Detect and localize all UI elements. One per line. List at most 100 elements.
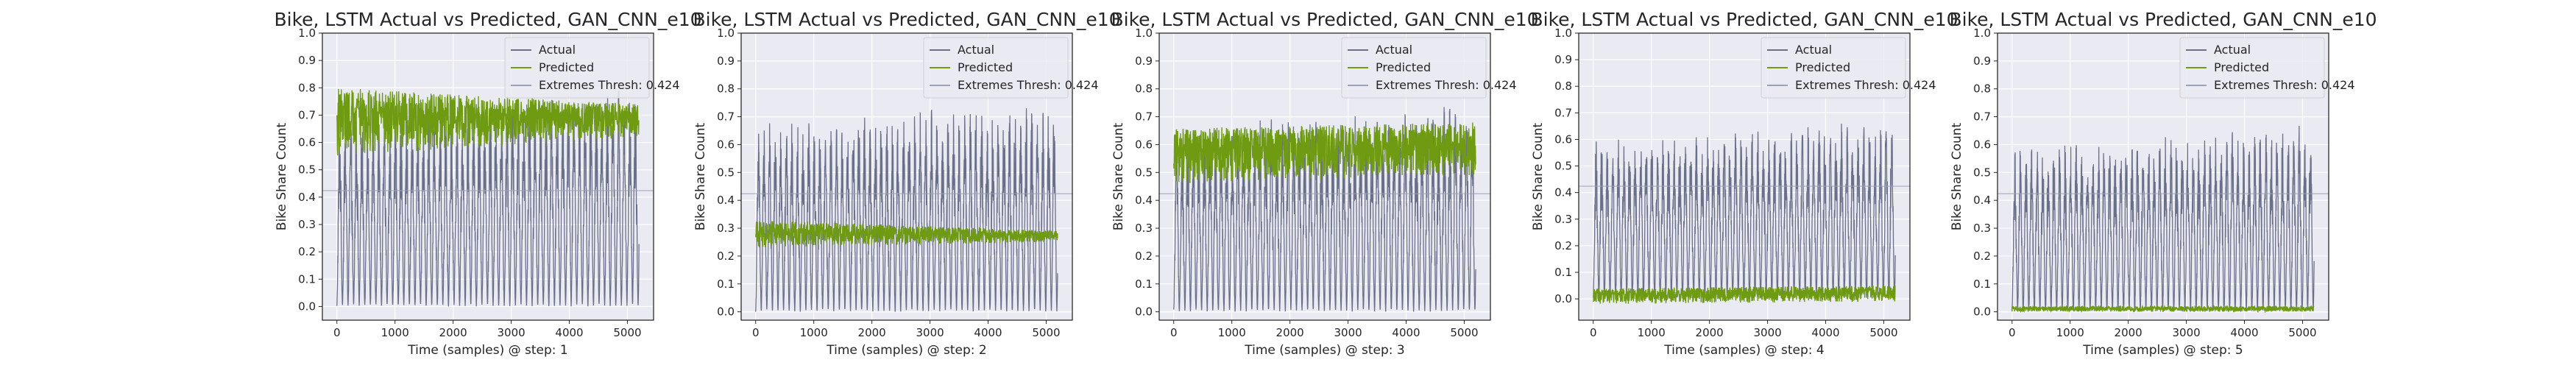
legend-label: Extremes Thresh: 0.424 (2214, 78, 2355, 92)
y-tick-label: 0.3 (1973, 222, 1991, 235)
x-tick-label: 5000 (1450, 326, 1478, 339)
y-tick-label: 0.4 (1554, 186, 1572, 199)
x-axis-label: Time (samples) @ step: 2 (826, 343, 986, 358)
y-tick-label: 0.1 (1973, 277, 1991, 291)
y-tick-label: 0.0 (1554, 292, 1572, 305)
chart-title: Bike, LSTM Actual vs Predicted, GAN_CNN_… (274, 9, 701, 30)
y-tick-label: 0.6 (1554, 132, 1572, 146)
y-tick-label: 0.2 (1973, 250, 1991, 263)
x-tick-label: 5000 (1032, 326, 1060, 339)
axes-frame (322, 32, 654, 321)
y-tick-label: 0.3 (298, 218, 316, 231)
subplot-4: 0.0 0.1 0.2 0.3 0.4 0.5 0.6 0.7 0.8 0.9 1.0 0 1000 20… (1530, 9, 1958, 358)
y-tick-label: 1.0 (1973, 26, 1991, 40)
y-tick-label: 0.9 (1554, 53, 1572, 66)
x-tick-label: 1000 (800, 326, 828, 339)
series-predicted-line (1593, 284, 1896, 304)
x-axis-label: Time (samples) @ step: 5 (2082, 343, 2243, 358)
legend-box (2179, 37, 2325, 99)
y-tick-label: 0.3 (1135, 222, 1153, 235)
legend-label: Actual (1376, 43, 1412, 57)
y-tick-label: 0.9 (1135, 54, 1153, 68)
x-tick-label: 2000 (858, 326, 886, 339)
x-tick-label: 1000 (1218, 326, 1246, 339)
legend-label: Actual (539, 43, 576, 57)
chart-title: Bike, LSTM Actual vs Predicted, GAN_CNN_… (1530, 9, 1958, 30)
x-tick-label: 5000 (613, 326, 641, 339)
legend-box (504, 37, 650, 99)
y-tick-label: 0.5 (1973, 166, 1991, 179)
y-tick-label: 0.4 (298, 191, 316, 204)
y-tick-label: 0.2 (1554, 239, 1572, 252)
x-tick-label: 3000 (2172, 326, 2200, 339)
legend-label: Extremes Thresh: 0.424 (958, 78, 1099, 92)
legend-label: Extremes Thresh: 0.424 (1795, 78, 1936, 92)
legend-label: Predicted (958, 60, 1013, 74)
y-tick-label: 0.5 (298, 163, 316, 177)
y-tick-label: 0.0 (1973, 305, 1991, 319)
x-tick-label: 0 (2009, 326, 2016, 339)
x-axis-label: Time (samples) @ step: 4 (1663, 343, 1824, 358)
y-axis-label: Bike Share Count (693, 122, 708, 230)
y-tick-label: 0.6 (298, 136, 316, 149)
x-tick-label: 0 (1170, 326, 1178, 339)
y-axis-label: Bike Share Count (1950, 122, 1964, 230)
series-predicted-line (1173, 122, 1476, 183)
y-tick-label: 0.8 (1973, 82, 1991, 96)
x-tick-label: 4000 (2230, 326, 2258, 339)
x-tick-label: 1000 (381, 326, 409, 339)
x-tick-label: 3000 (1334, 326, 1362, 339)
legend: Actual Predicted Extremes Thresh: 0.424 (2179, 37, 2355, 99)
y-tick-label: 0.6 (1135, 138, 1153, 151)
legend: Actual Predicted Extremes Thresh: 0.424 (1761, 37, 1936, 99)
x-tick-label: 5000 (2288, 326, 2316, 339)
legend-label: Predicted (539, 60, 594, 74)
y-tick-label: 0.7 (1973, 110, 1991, 124)
y-tick-label: 1.0 (298, 26, 316, 40)
x-tick-label: 2000 (1276, 326, 1304, 339)
legend-label: Predicted (1795, 60, 1850, 74)
y-tick-label: 0.2 (298, 245, 316, 258)
y-tick-label: 0.8 (717, 82, 735, 96)
y-tick-label: 0.4 (1135, 194, 1153, 207)
subplot-2: 0.0 0.1 0.2 0.3 0.4 0.5 0.6 0.7 0.8 0.9 1.0 0 1000 20… (693, 9, 1120, 358)
x-tick-label: 3000 (916, 326, 944, 339)
legend-box (1761, 37, 1906, 99)
y-tick-label: 0.4 (1973, 194, 1991, 207)
legend: Actual Predicted Extremes Thresh: 0.424 (1341, 37, 1517, 99)
legend: Actual Predicted Extremes Thresh: 0.424 (504, 37, 680, 99)
y-tick-label: 0.6 (1973, 138, 1991, 151)
axes-frame (1578, 32, 1911, 321)
series-actual-line (1173, 107, 1476, 312)
x-tick-label: 4000 (1392, 326, 1420, 339)
legend-label: Extremes Thresh: 0.424 (1376, 78, 1517, 92)
x-tick-label: 2000 (1696, 326, 1724, 339)
y-tick-label: 0.5 (1554, 160, 1572, 173)
chart-title: Bike, LSTM Actual vs Predicted, GAN_CNN_… (1949, 9, 2377, 30)
y-tick-label: 1.0 (717, 26, 735, 40)
y-tick-label: 0.7 (1135, 110, 1153, 124)
y-tick-label: 0.3 (717, 222, 735, 235)
chart-title: Bike, LSTM Actual vs Predicted, GAN_CNN_… (1111, 9, 1538, 30)
x-tick-label: 1000 (2056, 326, 2084, 339)
y-tick-label: 0.0 (717, 305, 735, 319)
x-tick-label: 2000 (439, 326, 467, 339)
legend-label: Predicted (2214, 60, 2269, 74)
y-tick-label: 0.2 (1135, 250, 1153, 263)
x-tick-label: 2000 (2115, 326, 2142, 339)
subplot-5: 0.0 0.1 0.2 0.3 0.4 0.5 0.6 0.7 0.8 0.9 1.0 0 1000 20… (1949, 9, 2377, 358)
axes-frame (1997, 32, 2329, 321)
y-tick-label: 0.8 (1135, 82, 1153, 96)
y-tick-label: 0.7 (717, 110, 735, 124)
y-tick-label: 0.8 (298, 81, 316, 94)
y-tick-label: 0.1 (1135, 277, 1153, 291)
y-tick-label: 0.5 (1135, 166, 1153, 179)
y-tick-label: 0.9 (1973, 54, 1991, 68)
y-tick-label: 0.9 (298, 54, 316, 67)
axes-frame (740, 32, 1073, 321)
series-predicted-line (336, 88, 640, 156)
y-tick-label: 0.1 (1554, 266, 1572, 279)
y-tick-label: 0.4 (717, 194, 735, 207)
subplot-3: 0.0 0.1 0.2 0.3 0.4 0.5 0.6 0.7 0.8 0.9 1.0 0 1000 20… (1111, 9, 1538, 358)
